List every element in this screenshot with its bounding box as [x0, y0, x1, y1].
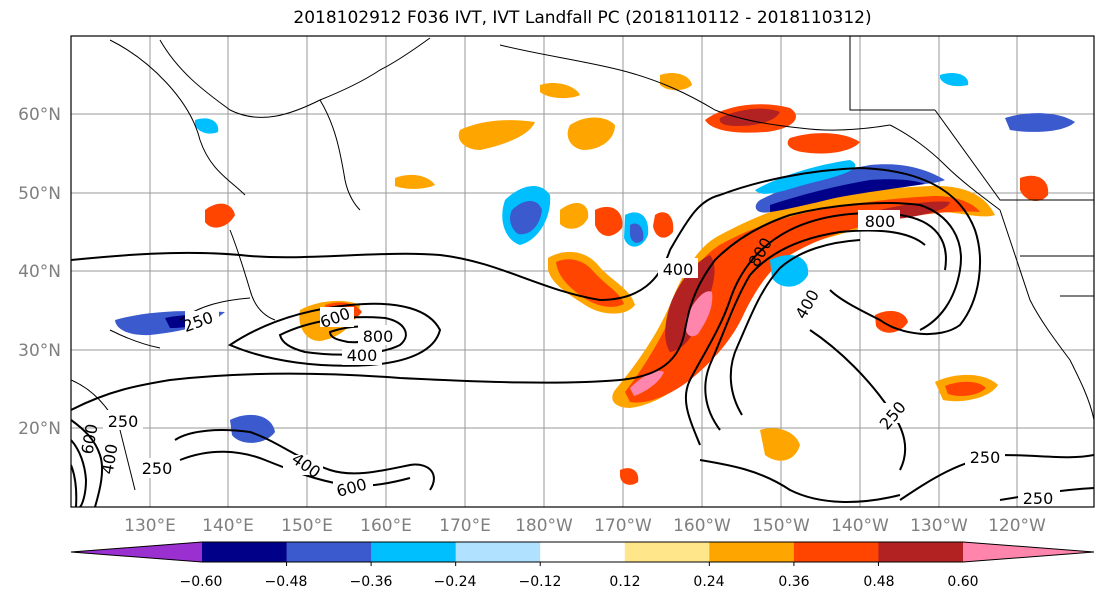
colorbar-swatch	[624, 542, 710, 562]
colorbar-extend-low	[71, 542, 202, 562]
colorbar-tick-label: 0.12	[609, 574, 640, 590]
lon-label: 150°W	[752, 516, 810, 536]
lon-label: 170°W	[594, 516, 652, 536]
colorbar-extend-high	[963, 542, 1094, 562]
colorbar-tick-label: 0.24	[693, 574, 724, 590]
lon-label: 160°W	[673, 516, 731, 536]
lat-label: 20°N	[18, 419, 61, 439]
colorbar-tick-label: 0.36	[778, 574, 809, 590]
colorbar-tick-label: −0.60	[180, 574, 223, 590]
colorbar-tick-label: −0.48	[265, 574, 308, 590]
colorbar-tick-labels: −0.60 −0.48 −0.36 −0.24 −0.12 0.12 0.24 …	[180, 574, 979, 590]
contour-label: 250	[970, 448, 1001, 467]
colorbar-swatch	[202, 542, 288, 562]
lat-label: 40°N	[18, 262, 61, 282]
colorbar-tick-label: −0.36	[350, 574, 393, 590]
contour-label: 400	[663, 260, 694, 279]
lon-label: 140°W	[831, 516, 889, 536]
map-title: 2018102912 F036 IVT, IVT Landfall PC (20…	[293, 8, 872, 28]
colorbar-swatch	[793, 542, 879, 562]
colorbar-swatch	[709, 542, 795, 562]
map-frame	[70, 35, 1095, 508]
coastlines	[71, 36, 1094, 491]
lon-label: 150°E	[281, 516, 333, 536]
colorbar-tick-label: 0.48	[863, 574, 894, 590]
contour-label: 800	[363, 327, 394, 346]
lon-label: 160°E	[360, 516, 412, 536]
colorbar-tick-label: 0.60	[947, 574, 978, 590]
colorbar-swatch	[878, 542, 964, 562]
lon-label: 140°E	[202, 516, 254, 536]
lat-label: 30°N	[18, 341, 61, 361]
latitude-labels: 60°N 50°N 40°N 30°N 20°N	[18, 105, 61, 439]
contour-label: 250	[1023, 489, 1054, 508]
colorbar-swatch	[540, 542, 626, 562]
colorbar-swatch	[455, 542, 541, 562]
ivt-contours	[71, 166, 1094, 507]
contour-label: 250	[142, 459, 173, 478]
colorbar-swatch	[371, 542, 457, 562]
contour-label: 800	[865, 212, 896, 231]
contour-label-backgrounds	[103, 210, 1060, 507]
lon-label: 120°W	[988, 516, 1046, 536]
colorbar	[70, 541, 1095, 566]
lat-label: 60°N	[18, 105, 61, 125]
colorbar-tick-label: −0.24	[434, 574, 477, 590]
lon-label: 130°W	[910, 516, 968, 536]
colorbar-tick-label: −0.12	[519, 574, 562, 590]
colorbar-outline	[70, 541, 1095, 563]
graticule	[71, 36, 1094, 507]
contour-label: 250	[108, 412, 139, 431]
lon-label: 170°E	[439, 516, 491, 536]
colorbar-swatch	[286, 542, 372, 562]
lon-label: 180°W	[515, 516, 573, 536]
longitude-labels: 130°E 140°E 150°E 160°E 170°E 180°W 170°…	[124, 516, 1046, 536]
lat-label: 50°N	[18, 184, 61, 204]
contour-label: 400	[347, 346, 378, 365]
lon-label: 130°E	[124, 516, 176, 536]
